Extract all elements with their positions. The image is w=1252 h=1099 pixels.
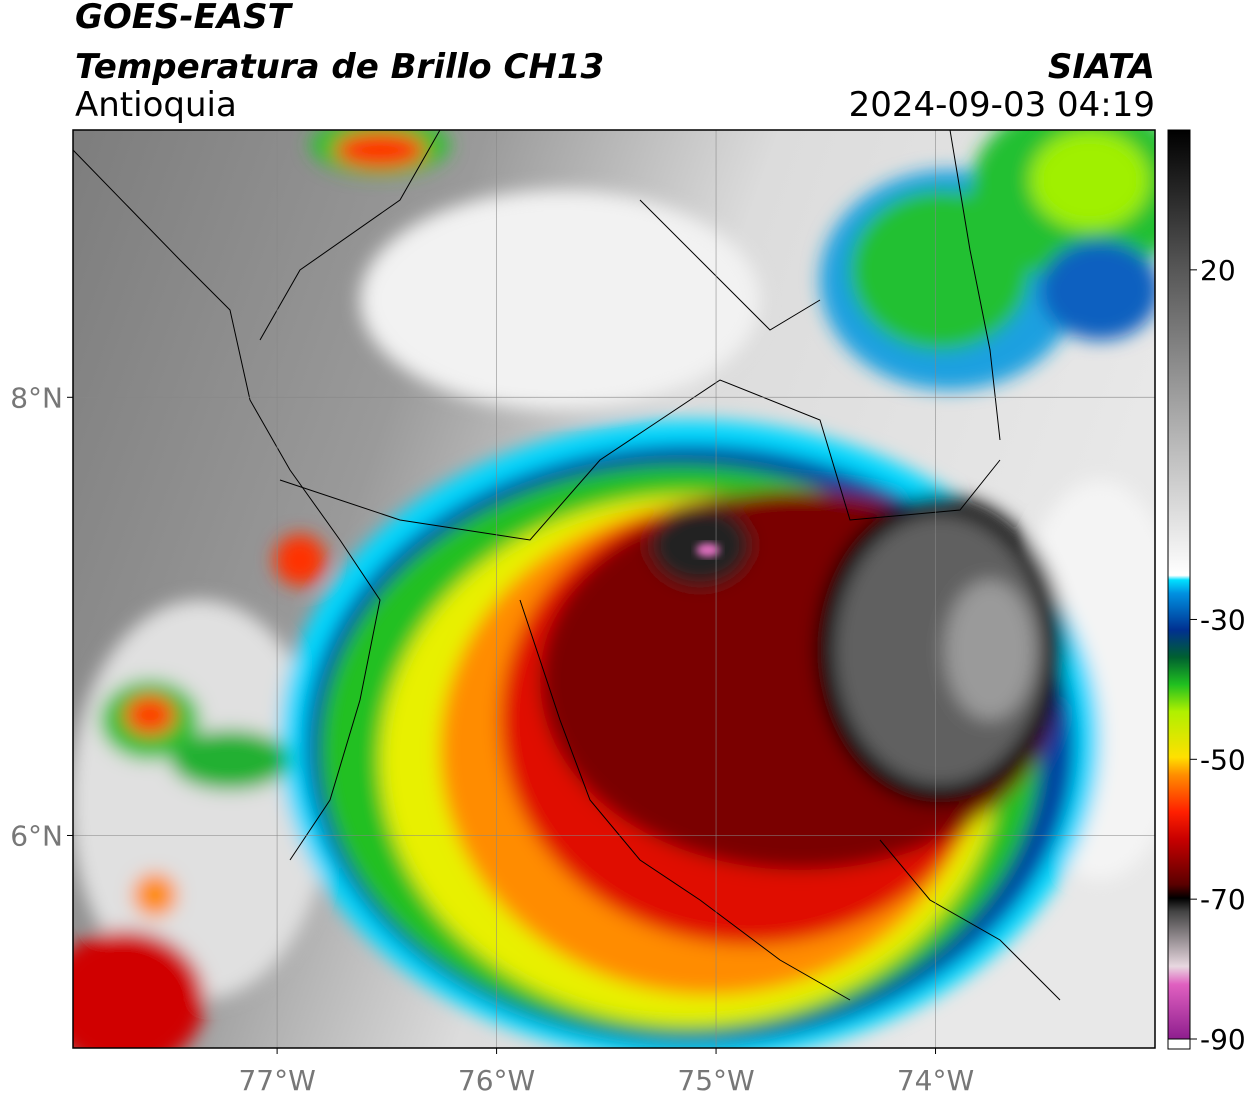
- graticule: [73, 130, 1155, 1048]
- x-tick-label: 74°W: [897, 1064, 974, 1097]
- y-tick-label: 6°N: [10, 819, 63, 852]
- x-tick-label: 76°W: [458, 1064, 535, 1097]
- title-satellite: GOES-EAST: [75, 0, 294, 37]
- map-frame: [72, 129, 1156, 1049]
- colorbar-tick-label: 20: [1200, 254, 1236, 287]
- x-tick-label: 77°W: [238, 1064, 315, 1097]
- colorbar-under: [1167, 1038, 1191, 1050]
- colorbar: [1168, 130, 1190, 1039]
- colorbar-tick-label: -90: [1200, 1023, 1246, 1056]
- colorbar-tick-label: -70: [1200, 883, 1246, 916]
- colorbar-tick-label: -50: [1200, 743, 1246, 776]
- colorbar-frame: [1167, 129, 1191, 1050]
- satellite-image: [73, 130, 1155, 1048]
- datetime: 2024-09-03 04:19: [849, 85, 1155, 125]
- source: SIATA: [1048, 47, 1155, 87]
- title-product: Temperatura de Brillo CH13: [75, 47, 604, 87]
- x-tick-label: 75°W: [677, 1064, 754, 1097]
- colorbar-tick-label: -30: [1200, 603, 1246, 636]
- y-tick-label: 8°N: [10, 381, 63, 414]
- region: Antioquia: [75, 85, 237, 125]
